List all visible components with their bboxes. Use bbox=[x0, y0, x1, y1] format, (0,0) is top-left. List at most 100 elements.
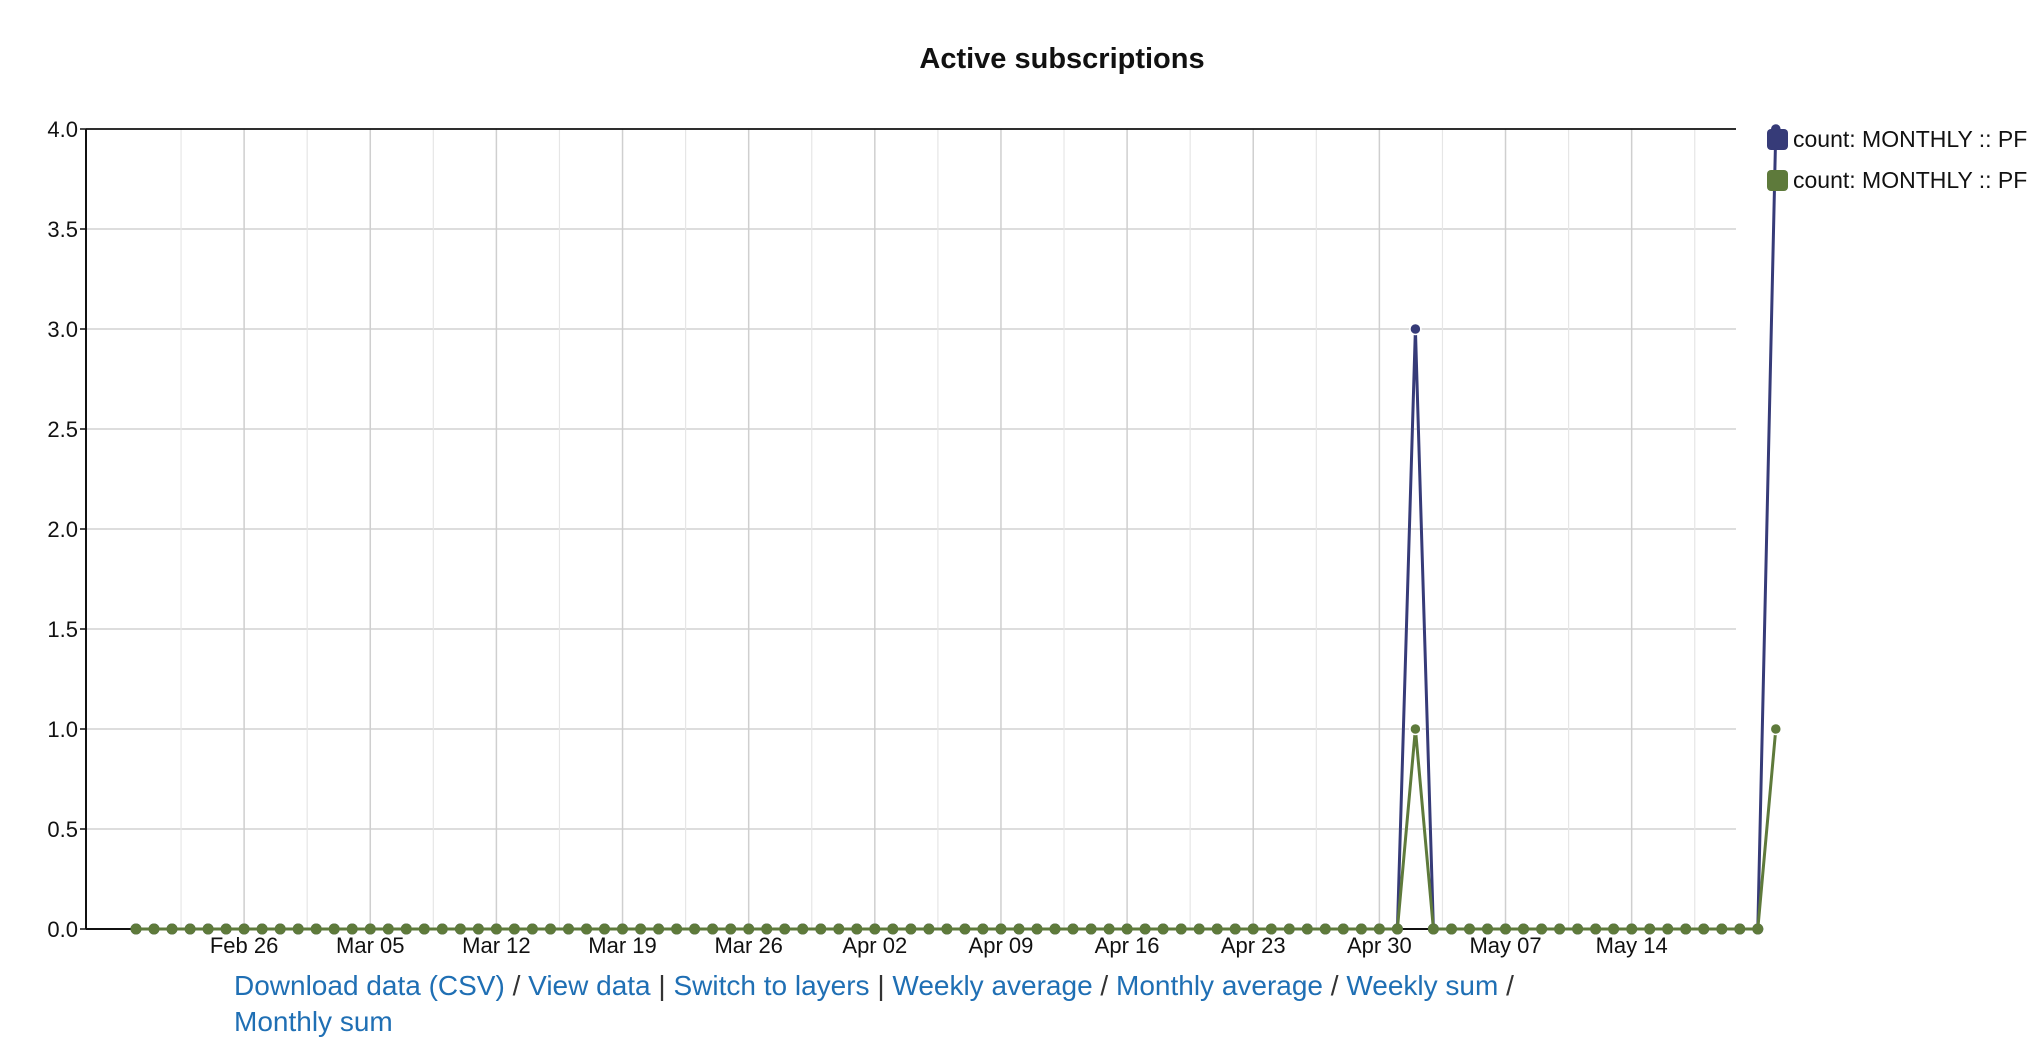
chart-links: Download data (CSV) / View data | Switch… bbox=[234, 968, 1594, 1040]
x-tick-label: Apr 02 bbox=[842, 933, 907, 958]
data-point bbox=[1572, 923, 1584, 935]
data-point bbox=[1103, 923, 1115, 935]
data-point bbox=[220, 923, 232, 935]
chart-title: Active subscriptions bbox=[919, 43, 1204, 75]
data-point bbox=[1319, 923, 1331, 935]
data-point bbox=[1716, 923, 1728, 935]
data-point bbox=[508, 923, 520, 935]
data-point bbox=[743, 923, 755, 935]
x-tick-label: Feb 26 bbox=[210, 933, 279, 958]
data-point bbox=[545, 923, 556, 935]
data-point bbox=[490, 923, 502, 935]
x-tick-label: Mar 05 bbox=[336, 933, 404, 958]
data-point bbox=[472, 923, 484, 935]
data-point bbox=[1608, 923, 1620, 935]
data-point bbox=[1337, 923, 1349, 935]
x-tick-label: Mar 19 bbox=[588, 933, 656, 958]
weekly-sum-link[interactable]: Weekly sum bbox=[1346, 970, 1499, 1001]
separator: | bbox=[650, 970, 674, 1001]
data-point bbox=[617, 923, 628, 935]
data-point bbox=[1554, 923, 1566, 935]
monthly-sum-link[interactable]: Monthly sum bbox=[234, 1006, 393, 1037]
data-point bbox=[1193, 923, 1205, 935]
data-point bbox=[815, 923, 827, 935]
legend-swatch bbox=[1767, 170, 1788, 191]
data-point bbox=[436, 923, 448, 935]
data-point bbox=[346, 923, 358, 935]
data-point bbox=[851, 923, 863, 935]
data-point bbox=[1355, 923, 1367, 935]
data-point bbox=[923, 923, 935, 935]
data-point bbox=[382, 923, 394, 935]
data-point bbox=[1427, 923, 1439, 935]
data-point bbox=[1283, 923, 1295, 935]
legend-swatch bbox=[1767, 129, 1788, 150]
data-point bbox=[1752, 923, 1764, 935]
data-point bbox=[166, 923, 178, 935]
legend-entry: count: MONTHLY :: PF bbox=[1793, 167, 2027, 193]
data-point bbox=[1175, 923, 1187, 935]
y-tick-label: 1.5 bbox=[47, 617, 78, 642]
monthly-average-link[interactable]: Monthly average bbox=[1116, 970, 1324, 1001]
separator: / bbox=[1323, 970, 1347, 1001]
data-point bbox=[671, 923, 683, 935]
data-point bbox=[274, 923, 286, 935]
data-point bbox=[869, 923, 881, 935]
x-tick-label: Mar 26 bbox=[714, 933, 782, 958]
data-point bbox=[1265, 923, 1277, 935]
data-point bbox=[1409, 722, 1422, 736]
data-point bbox=[328, 923, 340, 935]
data-point bbox=[1373, 923, 1385, 935]
data-point bbox=[310, 923, 322, 935]
data-point bbox=[995, 923, 1007, 935]
data-point bbox=[1031, 923, 1043, 935]
separator: / bbox=[1092, 970, 1116, 1001]
view-data-link[interactable]: View data bbox=[528, 970, 651, 1001]
y-tick-label: 1.0 bbox=[47, 717, 78, 742]
data-point bbox=[887, 923, 899, 935]
separator: / bbox=[504, 970, 529, 1001]
data-point bbox=[905, 923, 917, 935]
data-point bbox=[1644, 923, 1656, 935]
grid bbox=[86, 129, 1736, 929]
data-point bbox=[1121, 923, 1133, 935]
download-csv-link[interactable]: Download data (CSV) bbox=[234, 970, 505, 1001]
weekly-average-link[interactable]: Weekly average bbox=[892, 970, 1093, 1001]
x-tick-label: Mar 12 bbox=[462, 933, 530, 958]
data-point bbox=[1500, 923, 1511, 935]
y-tick-label: 2.0 bbox=[47, 517, 78, 542]
y-tick-label: 2.5 bbox=[47, 417, 78, 442]
data-point bbox=[941, 923, 953, 935]
data-point bbox=[1229, 923, 1241, 935]
data-point bbox=[256, 923, 268, 935]
data-point bbox=[1391, 923, 1403, 935]
data-point bbox=[1301, 923, 1313, 935]
data-point bbox=[1590, 923, 1602, 935]
data-point bbox=[581, 923, 592, 935]
data-point bbox=[238, 923, 250, 935]
axes: 0.0 0.5 1.0 1.5 2.0 2.5 3.0 3.5 4.0 Feb 26 Mar 05 M… bbox=[47, 117, 1736, 958]
data-point bbox=[1662, 923, 1674, 935]
data-point bbox=[1734, 923, 1746, 935]
separator: / bbox=[1498, 970, 1514, 1001]
data-point bbox=[1049, 923, 1061, 935]
x-tick-label: Apr 16 bbox=[1095, 933, 1160, 958]
x-tick-label: May 07 bbox=[1469, 933, 1541, 958]
data-point bbox=[779, 923, 791, 935]
data-point bbox=[292, 923, 304, 935]
data-point bbox=[418, 923, 430, 935]
legend-entry: count: MONTHLY :: PF bbox=[1793, 126, 2027, 152]
data-point bbox=[1409, 322, 1422, 336]
data-point bbox=[1536, 923, 1548, 935]
data-point bbox=[707, 923, 719, 935]
y-tick-label: 0.0 bbox=[47, 917, 78, 942]
separator: | bbox=[869, 970, 893, 1001]
data-point bbox=[1518, 923, 1529, 935]
y-tick-label: 3.5 bbox=[47, 217, 78, 242]
data-point bbox=[130, 923, 142, 935]
data-point bbox=[1211, 923, 1223, 935]
data-point bbox=[833, 923, 845, 935]
switch-to-layers-link[interactable]: Switch to layers bbox=[673, 970, 870, 1001]
data-point bbox=[1085, 923, 1097, 935]
